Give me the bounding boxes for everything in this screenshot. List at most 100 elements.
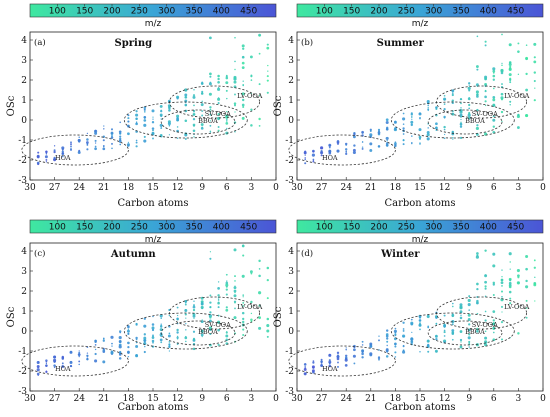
y-tick-label: 1 bbox=[288, 96, 294, 106]
data-point bbox=[135, 139, 138, 142]
colorbar: 100 150 200 250 300 350 400 450 m/z bbox=[296, 219, 544, 245]
data-point bbox=[127, 356, 130, 358]
data-point bbox=[419, 351, 421, 353]
y-tick-label: 1 bbox=[288, 307, 294, 317]
data-point bbox=[185, 104, 187, 107]
data-point bbox=[402, 139, 405, 142]
data-point bbox=[201, 90, 204, 93]
data-point bbox=[443, 331, 446, 334]
data-point bbox=[460, 102, 462, 105]
data-point bbox=[320, 151, 323, 153]
data-point bbox=[312, 360, 315, 363]
x-tick-label: 9 bbox=[199, 183, 205, 193]
data-point bbox=[53, 360, 56, 363]
data-point bbox=[159, 333, 163, 337]
y-tick-label: -1 bbox=[18, 347, 27, 357]
data-point bbox=[185, 335, 187, 338]
data-point bbox=[119, 135, 122, 138]
colorbar-label: m/z bbox=[145, 19, 162, 29]
region-ellipse bbox=[390, 312, 515, 350]
y-tick-label: 0 bbox=[21, 116, 27, 126]
data-point bbox=[352, 148, 356, 152]
data-point bbox=[501, 62, 503, 65]
data-point bbox=[241, 116, 245, 120]
data-point bbox=[78, 350, 80, 352]
data-point bbox=[451, 314, 455, 317]
x-tick-label: 30 bbox=[24, 394, 36, 404]
data-point bbox=[70, 145, 72, 148]
region-ellipse bbox=[427, 109, 503, 135]
data-point bbox=[312, 160, 315, 163]
data-point bbox=[361, 141, 364, 143]
data-point bbox=[258, 304, 261, 307]
data-point bbox=[258, 259, 261, 263]
y-tick-label: 1 bbox=[21, 96, 27, 106]
x-axis-label: Carbon atoms bbox=[384, 402, 455, 413]
data-point bbox=[475, 301, 479, 305]
y-tick-label: -2 bbox=[18, 156, 27, 166]
data-point bbox=[484, 330, 487, 333]
data-point bbox=[484, 343, 488, 347]
data-point bbox=[427, 108, 430, 111]
data-point bbox=[460, 345, 462, 348]
data-point bbox=[476, 327, 479, 331]
colorbar-tick-label: 250 bbox=[131, 7, 148, 17]
y-axis-label: OSc bbox=[6, 95, 17, 116]
x-tick-label: 9 bbox=[199, 394, 205, 404]
data-point bbox=[328, 151, 332, 155]
data-point bbox=[126, 132, 130, 136]
data-point bbox=[233, 286, 237, 290]
data-point bbox=[233, 102, 237, 105]
data-point bbox=[459, 338, 463, 342]
data-point bbox=[250, 124, 253, 127]
data-point bbox=[241, 320, 245, 324]
data-point bbox=[451, 302, 454, 305]
data-point bbox=[184, 137, 187, 140]
data-point bbox=[135, 336, 138, 340]
data-point bbox=[435, 322, 438, 325]
data-point bbox=[209, 251, 212, 253]
scatter-points bbox=[303, 249, 537, 376]
y-tick-label: -1 bbox=[285, 347, 294, 357]
data-point bbox=[459, 136, 463, 140]
data-point bbox=[118, 345, 122, 349]
colorbar-tick-label: 450 bbox=[240, 7, 257, 17]
data-point bbox=[501, 276, 503, 278]
data-point bbox=[361, 130, 364, 134]
y-tick-label: -1 bbox=[18, 136, 27, 146]
data-point bbox=[467, 97, 471, 101]
data-point bbox=[329, 363, 331, 365]
region-ellipse bbox=[288, 345, 396, 377]
data-point bbox=[266, 297, 269, 300]
data-point bbox=[217, 80, 220, 84]
colorbar: 100 150 200 250 300 350 400 450 m/z bbox=[29, 219, 277, 245]
data-point bbox=[452, 112, 454, 115]
data-point bbox=[443, 115, 446, 119]
data-point bbox=[234, 302, 236, 304]
data-point bbox=[443, 107, 446, 111]
data-point bbox=[233, 85, 237, 89]
data-point bbox=[467, 328, 471, 332]
x-tick-label: 3 bbox=[516, 183, 522, 193]
data-point bbox=[143, 324, 147, 328]
data-point bbox=[402, 143, 405, 146]
data-point bbox=[517, 113, 520, 117]
data-point bbox=[386, 344, 388, 347]
y-axis-label: OSc bbox=[6, 306, 17, 327]
data-point bbox=[160, 127, 163, 129]
data-point bbox=[217, 129, 220, 132]
data-point bbox=[484, 95, 487, 99]
data-point bbox=[320, 360, 323, 363]
colorbar-gradient bbox=[296, 219, 544, 234]
data-point bbox=[386, 140, 388, 142]
data-point bbox=[143, 333, 146, 336]
x-tick-label: 12 bbox=[439, 394, 450, 404]
data-point bbox=[336, 141, 340, 145]
data-point bbox=[476, 330, 479, 333]
data-point bbox=[61, 355, 64, 359]
data-point bbox=[241, 44, 245, 48]
data-point bbox=[501, 33, 503, 36]
colorbar-tick-label: 300 bbox=[425, 223, 442, 233]
data-point bbox=[192, 347, 196, 351]
data-point bbox=[320, 154, 323, 157]
